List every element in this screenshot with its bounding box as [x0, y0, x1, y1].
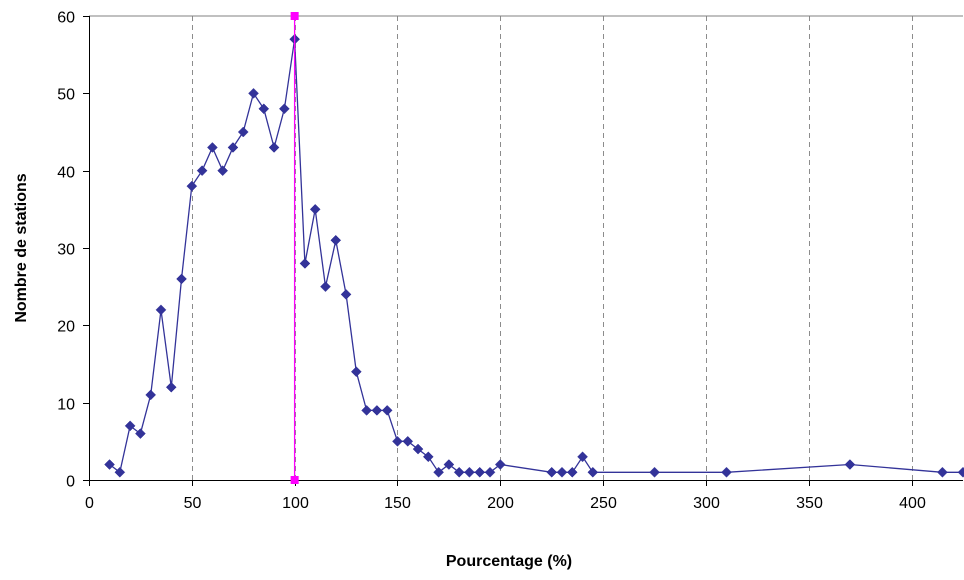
data-point: [187, 181, 197, 191]
data-point: [135, 429, 145, 439]
data-point: [105, 460, 115, 470]
y-tick-label: 20: [57, 319, 75, 336]
data-point: [392, 436, 402, 446]
data-point: [464, 467, 474, 477]
x-tick-label: 50: [184, 495, 202, 512]
data-point: [125, 421, 135, 431]
data-point: [320, 282, 330, 292]
series-layer: [105, 12, 964, 484]
data-point: [557, 467, 567, 477]
axes: [83, 16, 963, 486]
data-point: [197, 166, 207, 176]
data-point: [845, 460, 855, 470]
x-tick-label: 0: [85, 495, 94, 512]
data-point: [454, 467, 464, 477]
data-point: [588, 467, 598, 477]
data-point: [177, 274, 187, 284]
data-point: [146, 390, 156, 400]
data-point: [166, 382, 176, 392]
x-tick-label: 400: [899, 495, 926, 512]
data-point: [362, 405, 372, 415]
reference-marker: [291, 476, 299, 484]
data-point: [475, 467, 485, 477]
x-tick-label: 200: [487, 495, 514, 512]
x-tick-label: 100: [282, 495, 309, 512]
grid: [193, 16, 913, 480]
y-tick-label: 10: [57, 397, 75, 414]
data-point: [156, 305, 166, 315]
data-point: [495, 460, 505, 470]
data-point: [341, 289, 351, 299]
data-point: [269, 142, 279, 152]
data-point: [958, 467, 964, 477]
x-tick-labels: 0 50 100 150 200 250 300 350 400: [85, 495, 926, 512]
data-point: [547, 467, 557, 477]
data-point: [259, 104, 269, 114]
y-axis-label: Nombre de stations: [13, 173, 30, 322]
data-point: [722, 467, 732, 477]
data-point: [238, 127, 248, 137]
data-point: [937, 467, 947, 477]
data-point: [300, 258, 310, 268]
data-point: [485, 467, 495, 477]
reference-marker: [291, 12, 299, 20]
data-point: [249, 88, 259, 98]
x-tick-label: 350: [796, 495, 823, 512]
y-tick-label: 30: [57, 242, 75, 259]
data-point: [228, 142, 238, 152]
x-tick-label: 250: [590, 495, 617, 512]
data-point: [578, 452, 588, 462]
data-point: [115, 467, 125, 477]
data-point: [434, 467, 444, 477]
x-axis-label: Pourcentage (%): [446, 553, 572, 570]
data-point: [567, 467, 577, 477]
data-point: [279, 104, 289, 114]
y-tick-label: 60: [57, 10, 75, 27]
data-point: [650, 467, 660, 477]
data-point: [444, 460, 454, 470]
data-point: [382, 405, 392, 415]
y-tick-label: 40: [57, 165, 75, 182]
data-point: [218, 166, 228, 176]
data-point: [331, 235, 341, 245]
data-point: [423, 452, 433, 462]
data-point: [413, 444, 423, 454]
y-tick-label: 0: [66, 474, 75, 491]
y-tick-labels: 0 10 20 30 40 50 60: [57, 10, 75, 491]
y-tick-label: 50: [57, 87, 75, 104]
x-tick-label: 300: [693, 495, 720, 512]
data-point: [372, 405, 382, 415]
data-point: [403, 436, 413, 446]
data-point: [310, 204, 320, 214]
data-point: [207, 142, 217, 152]
data-point: [351, 367, 361, 377]
series-line: [110, 39, 963, 472]
x-tick-label: 150: [384, 495, 411, 512]
